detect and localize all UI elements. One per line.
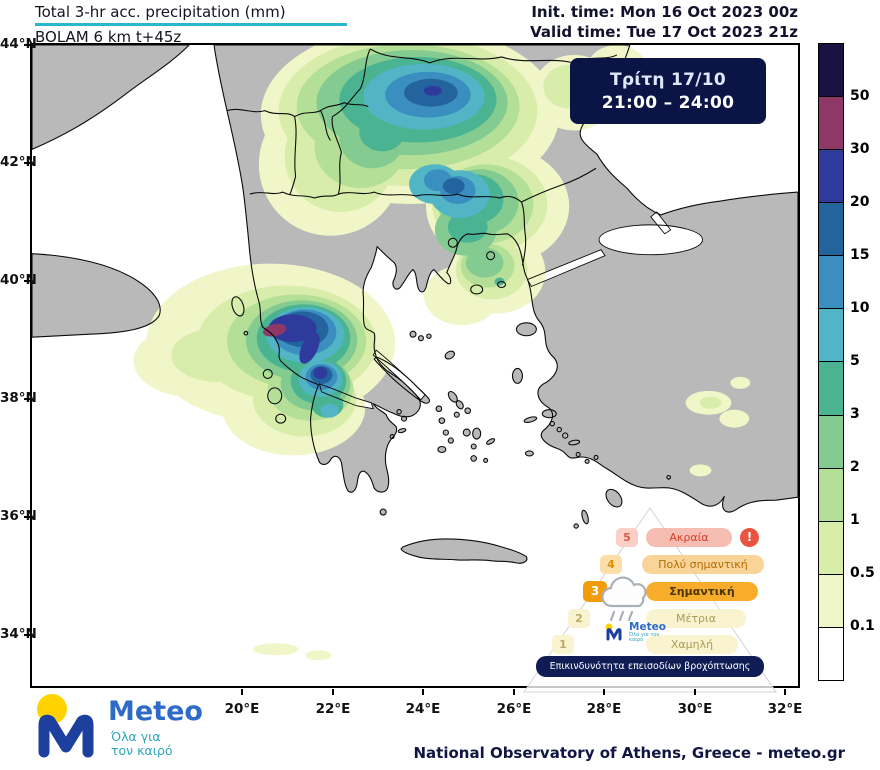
colorbar-block <box>819 574 843 628</box>
colorbar-block <box>819 627 843 680</box>
lon-tick-label: 30°E <box>677 701 713 717</box>
risk-pyramid: 5 Ακραία ! 4 Πολύ σημαντική 3 Σημαντική … <box>520 502 780 698</box>
colorbar-block <box>819 203 843 257</box>
lon-tick <box>694 689 696 695</box>
colorbar-block <box>819 415 843 469</box>
risk-level-3-label: Σημαντική <box>646 582 758 601</box>
mini-meteo-m-icon <box>605 623 622 641</box>
lat-tick <box>24 516 30 518</box>
lat-tick-label: 44°N <box>0 36 37 52</box>
lat-tick <box>24 634 30 636</box>
colorbar-block <box>819 44 843 98</box>
colorbar-block <box>819 362 843 416</box>
lat-tick <box>24 398 30 400</box>
meteo-m-icon <box>37 694 94 758</box>
risk-level-1-label: Χαμηλή <box>646 635 738 654</box>
lon-tick <box>241 689 243 695</box>
risk-level-5-label: Ακραία <box>646 528 732 547</box>
risk-level-1-number: 1 <box>552 635 574 654</box>
valid-time: Valid time: Tue 17 Oct 2023 21z <box>530 23 798 41</box>
colorbar-block <box>819 468 843 522</box>
lon-tick-label: 24°E <box>405 701 441 717</box>
colorbar-block <box>819 150 843 204</box>
init-time: Init. time: Mon 16 Oct 2023 00z <box>531 3 798 21</box>
title-block: Total 3-hr acc. precipitation (mm) BOLAM… <box>35 3 347 46</box>
colorbar-block <box>819 521 843 575</box>
lon-tick <box>422 689 424 695</box>
lat-tick-label: 42°N <box>0 154 37 170</box>
colorbar-label: 10 <box>850 300 870 316</box>
lat-tick-label: 38°N <box>0 390 37 406</box>
lon-tick-label: 20°E <box>224 701 260 717</box>
lon-tick-label: 26°E <box>496 701 532 717</box>
risk-level-3-number: 3 <box>583 581 607 602</box>
badge-time-range: 21:00 – 24:00 <box>601 92 735 113</box>
colorbar-label: 50 <box>850 88 870 104</box>
risk-level-5-number: 5 <box>616 528 638 547</box>
lon-tick <box>784 689 786 695</box>
colorbar-label: 0.5 <box>850 565 875 581</box>
logo-tagline: Όλα για τον καιρό <box>111 729 173 759</box>
risk-level-4-label: Πολύ σημαντική <box>642 555 764 574</box>
valid-period-badge: Τρίτη 17/10 21:00 – 24:00 <box>570 58 766 124</box>
colorbar-label: 1 <box>850 512 860 528</box>
lon-tick-label: 28°E <box>586 701 622 717</box>
badge-day: Τρίτη 17/10 <box>609 69 727 90</box>
mini-logo-name: Meteo <box>629 621 666 633</box>
rain-cloud-icon <box>601 576 647 622</box>
colorbar-label: 30 <box>850 141 870 157</box>
lat-tick <box>24 280 30 282</box>
lat-tick <box>24 44 30 46</box>
alert-icon: ! <box>740 528 759 547</box>
colorbar <box>818 43 844 681</box>
lon-tick <box>513 689 515 695</box>
colorbar-block <box>819 309 843 363</box>
risk-pyramid-title: Επικινδυνότητα επεισοδίων βροχόπτωσης <box>536 656 764 677</box>
lon-tick-label: 22°E <box>315 701 351 717</box>
mini-meteo-logo: Meteo Όλα για τον καιρό <box>604 622 669 644</box>
colorbar-labels: 50 30 20 15 10 5 3 2 1 0.5 0.1 <box>850 43 880 681</box>
forecast-map: Τρίτη 17/10 21:00 – 24:00 5 Ακραία ! 4 Π… <box>30 43 800 693</box>
colorbar-label: 2 <box>850 459 860 475</box>
lat-tick-label: 34°N <box>0 626 37 642</box>
model-subtitle: BOLAM 6 km t+45z <box>35 28 182 46</box>
risk-level-4-number: 4 <box>600 555 622 574</box>
lat-tick-label: 40°N <box>0 272 37 288</box>
time-block: Init. time: Mon 16 Oct 2023 00z Valid ti… <box>530 3 798 41</box>
lat-tick <box>24 162 30 164</box>
lat-tick-label: 36°N <box>0 508 37 524</box>
colorbar-block <box>819 97 843 151</box>
colorbar-label: 3 <box>850 406 860 422</box>
colorbar-label: 5 <box>850 353 860 369</box>
colorbar-block <box>819 256 843 310</box>
colorbar-label: 20 <box>850 194 870 210</box>
colorbar-label: 0.1 <box>850 618 875 634</box>
lon-tick <box>603 689 605 695</box>
colorbar-blocks <box>819 44 843 680</box>
logo-name: Meteo <box>108 696 203 727</box>
risk-level-2-label: Μέτρια <box>646 609 746 628</box>
risk-level-2-number: 2 <box>568 609 590 628</box>
title-underline <box>35 23 347 26</box>
colorbar-label: 15 <box>850 247 870 263</box>
page-title: Total 3-hr acc. precipitation (mm) <box>35 3 286 21</box>
mini-logo-tagline: Όλα για τον καιρό <box>629 631 660 643</box>
lon-tick-label: 32°E <box>767 701 803 717</box>
precipitation-overlay <box>133 45 751 661</box>
footer-credit: National Observatory of Athens, Greece -… <box>413 744 845 762</box>
lon-tick <box>332 689 334 695</box>
meteo-logo: Meteo Όλα για τον καιρό <box>30 690 220 766</box>
